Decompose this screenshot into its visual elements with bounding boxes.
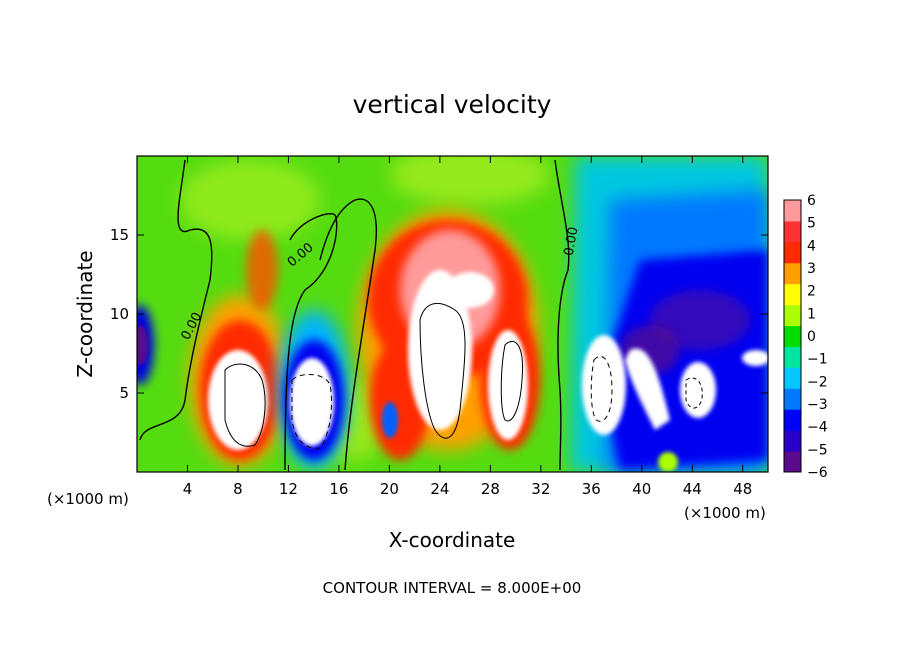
colorbar-label: −1 — [807, 352, 828, 368]
colorbar-label: 5 — [807, 216, 816, 232]
colorbar-swatch — [784, 220, 801, 243]
contour-interval-note: CONTOUR INTERVAL = 8.000E+00 — [323, 579, 582, 597]
colorbar-label: −3 — [807, 397, 828, 413]
x-tick-label: 16 — [329, 480, 348, 498]
colorbar-label: 2 — [807, 284, 816, 300]
contour-label: 0.00 — [562, 226, 582, 257]
y-tick-label: 15 — [110, 226, 129, 244]
x-unit-right: (×1000 m) — [684, 504, 766, 522]
x-tick-label: 12 — [279, 480, 298, 498]
x-tick-label: 24 — [430, 480, 449, 498]
x-axis: 4 8 12 16 20 24 28 32 36 40 44 48 — [183, 156, 752, 498]
x-unit-left: (×1000 m) — [47, 490, 129, 508]
colorbar-label: 6 — [807, 193, 816, 209]
colorbar-swatch — [784, 304, 801, 327]
colorbar-swatch — [784, 409, 801, 431]
y-tick-label: 5 — [119, 384, 129, 402]
colorbar-swatch — [784, 430, 801, 452]
colorbar-label: −6 — [807, 465, 828, 481]
x-tick-label: 8 — [233, 480, 243, 498]
x-tick-label: 48 — [733, 480, 752, 498]
y-axis-label: Z-coordinate — [73, 250, 97, 377]
heatmap-field — [137, 156, 768, 472]
chart-title: vertical velocity — [353, 90, 552, 119]
x-tick-label: 28 — [481, 480, 500, 498]
colorbar-swatch — [784, 325, 801, 347]
colorbar-swatch — [784, 283, 801, 306]
y-tick-label: 10 — [110, 305, 129, 323]
colorbar-label: −2 — [807, 374, 828, 390]
colorbar-swatch — [784, 241, 801, 264]
y-axis: 5 10 15 — [110, 226, 768, 402]
x-tick-label: 44 — [683, 480, 702, 498]
x-tick-label: 40 — [632, 480, 651, 498]
x-tick-label: 32 — [531, 480, 550, 498]
colorbar-swatch — [784, 200, 801, 222]
colorbar-frame — [783, 199, 802, 473]
colorbar-label: −4 — [807, 420, 828, 436]
colorbar-label: −5 — [807, 442, 828, 458]
x-tick-label: 20 — [380, 480, 399, 498]
colorbar-label: 4 — [807, 238, 816, 254]
colorbar-label: 0 — [807, 329, 816, 345]
colorbar-swatch — [784, 262, 801, 285]
colorbar-label: 1 — [807, 306, 816, 322]
colorbar-swatch — [784, 451, 801, 473]
x-tick-label: 4 — [183, 480, 193, 498]
colorbar-swatch — [784, 367, 801, 389]
contour-lines — [139, 159, 703, 471]
colorbar-swatch — [784, 388, 801, 410]
colorbar-label: 3 — [807, 261, 816, 277]
x-tick-label: 36 — [582, 480, 601, 498]
colorbar-swatch — [784, 346, 801, 368]
x-axis-label: X-coordinate — [389, 528, 516, 552]
colorbar: 6 5 4 3 2 1 0 −1 −2 −3 −4 −5 −6 — [783, 193, 828, 481]
